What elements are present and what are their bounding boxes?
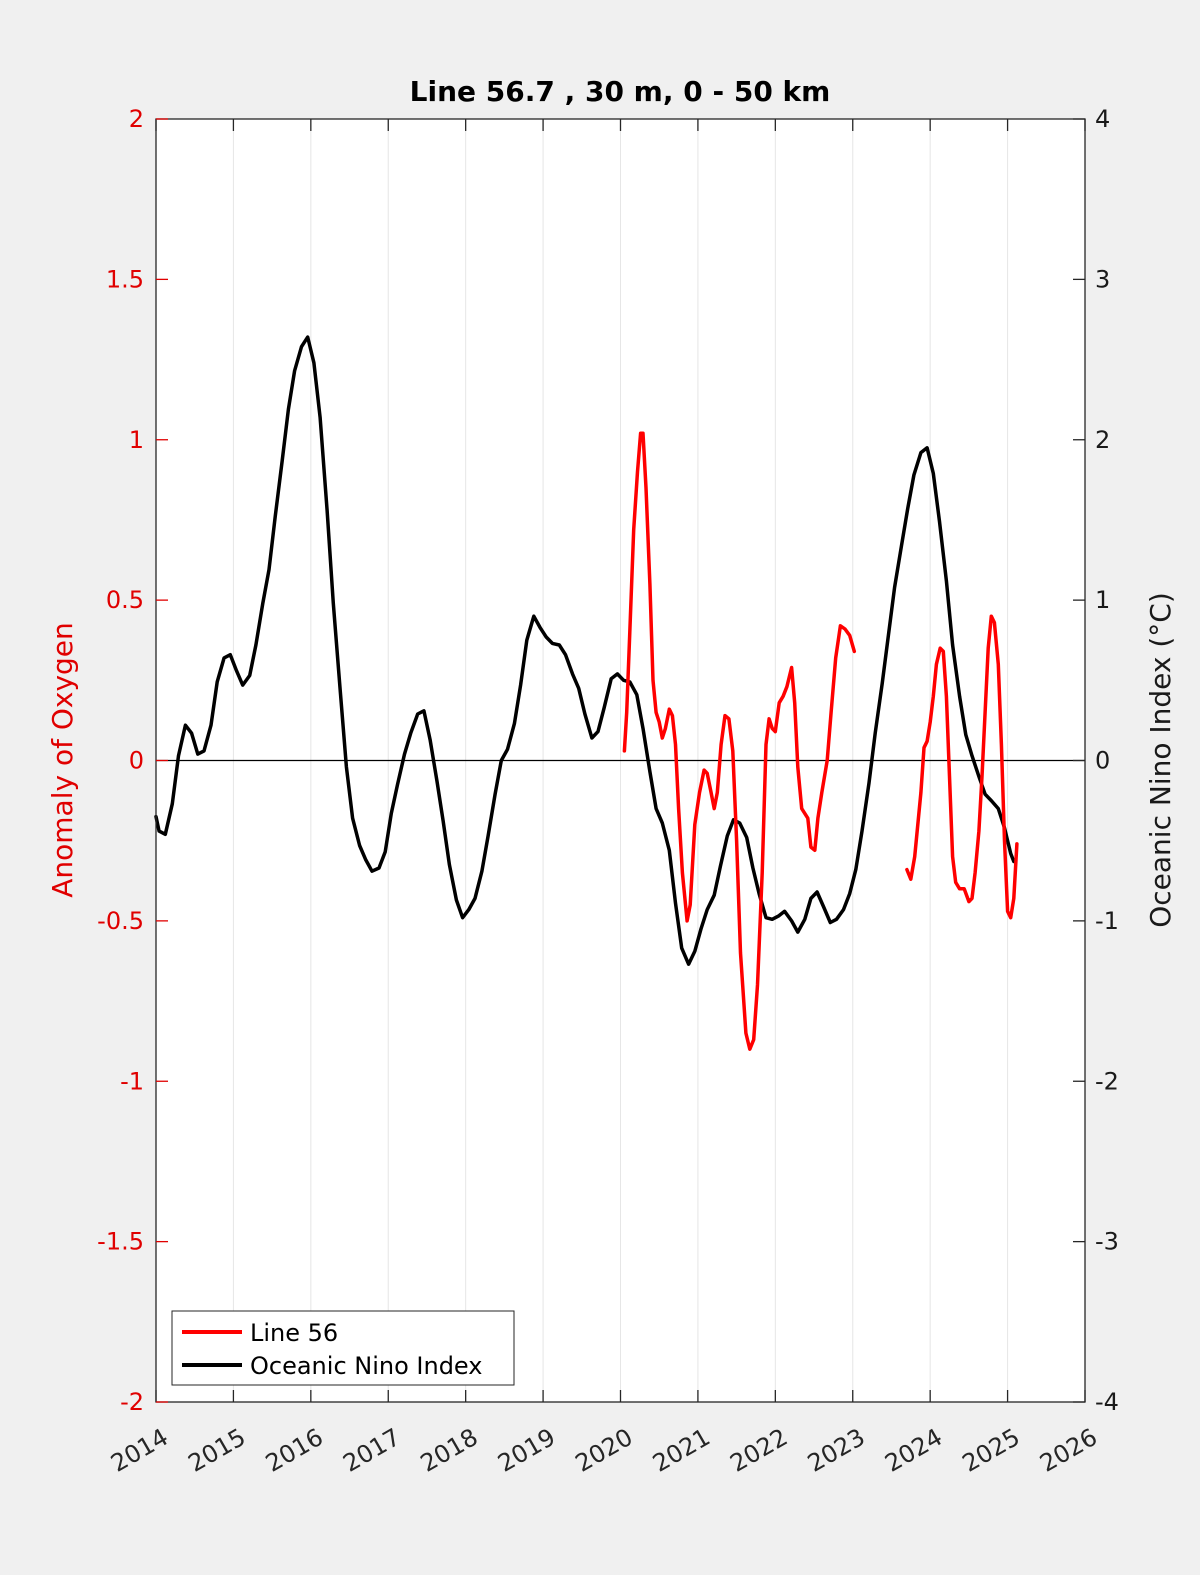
y-left-tick-label: -1 xyxy=(120,1067,144,1095)
y-axis-right-label: Oceanic Nino Index (°C) xyxy=(1144,592,1177,928)
line56-segment-2 xyxy=(905,614,1019,920)
y-axis-left-label: Anomaly of Oxygen xyxy=(46,622,79,898)
y-right-tick-label: 2 xyxy=(1095,426,1110,454)
y-right-tick-label: -2 xyxy=(1095,1067,1119,1095)
legend: Line 56 Oceanic Nino Index xyxy=(171,1310,515,1386)
oni-series xyxy=(154,335,1016,966)
y-right-tick-label: 3 xyxy=(1095,265,1110,293)
y-left-tick-label: 0 xyxy=(129,747,144,775)
y-right-tick-label: -3 xyxy=(1095,1228,1119,1256)
y-right-tick-label: -4 xyxy=(1095,1388,1119,1416)
y-left-tick-label: -0.5 xyxy=(97,907,144,935)
y-right-tick-label: 0 xyxy=(1095,747,1110,775)
y-right-tick-label: 1 xyxy=(1095,586,1110,614)
y-left-tick-label: 1 xyxy=(129,426,144,454)
legend-oni-label: Oceanic Nino Index xyxy=(250,1352,482,1380)
y-left-tick-label: 2 xyxy=(129,105,144,133)
y-right-tick-label: 4 xyxy=(1095,105,1110,133)
y-left-tick-label: -1.5 xyxy=(97,1228,144,1256)
chart-title: Line 56.7 , 30 m, 0 - 50 km xyxy=(410,75,831,108)
line56-segment-1 xyxy=(622,431,857,1051)
legend-box xyxy=(171,1310,515,1386)
y-left-tick-label: -2 xyxy=(120,1388,144,1416)
y-left-tick-label: 0.5 xyxy=(106,586,144,614)
legend-line56-label: Line 56 xyxy=(250,1319,338,1347)
y-left-tick-label: 1.5 xyxy=(106,265,144,293)
oni-line xyxy=(154,335,1016,966)
line56-series xyxy=(622,431,1019,1051)
y-right-tick-label: -1 xyxy=(1095,907,1119,935)
